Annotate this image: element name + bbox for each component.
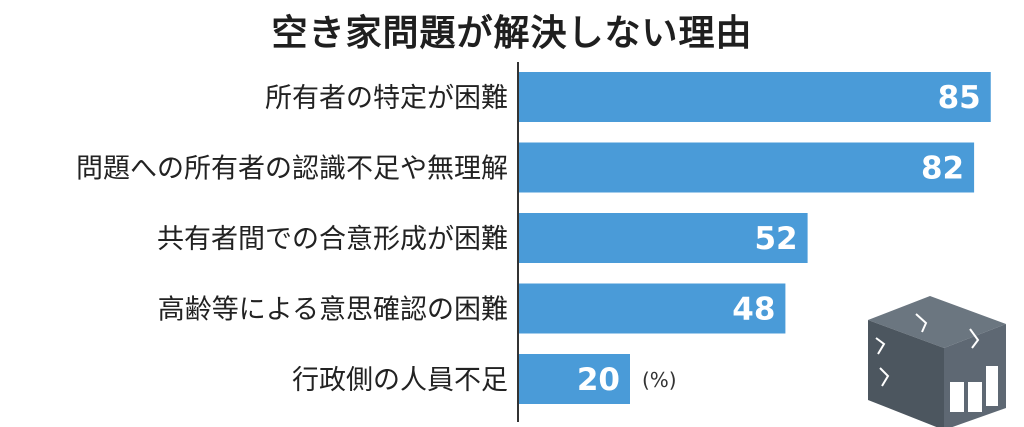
category-label: 共有者間での合意形成が困難 [157, 224, 508, 255]
bar [519, 354, 630, 404]
broken-house-icon [868, 296, 1006, 427]
category-label: 行政側の人員不足 [292, 365, 508, 396]
category-label: 高齢等による意思確認の困難 [158, 295, 508, 326]
category-label: 問題への所有者の認識不足や無理解 [76, 154, 508, 185]
value-label: 82 [921, 151, 964, 187]
value-label: 85 [938, 80, 981, 116]
bar [519, 142, 975, 193]
value-label: 48 [732, 292, 775, 328]
bar [519, 72, 991, 122]
bar [519, 213, 808, 263]
category-label: 所有者の特定が困難 [265, 83, 508, 114]
bar [519, 283, 786, 334]
value-label: 52 [754, 221, 797, 257]
bars-group: 所有者の特定が困難 85 問題への所有者の認識不足や無理解 82 共有者間での合意形成が… [76, 72, 991, 404]
chart-title: 空き家問題が解決しない理由 [271, 13, 753, 54]
value-label: 20 [577, 362, 620, 398]
unit-label: (%) [642, 368, 677, 392]
